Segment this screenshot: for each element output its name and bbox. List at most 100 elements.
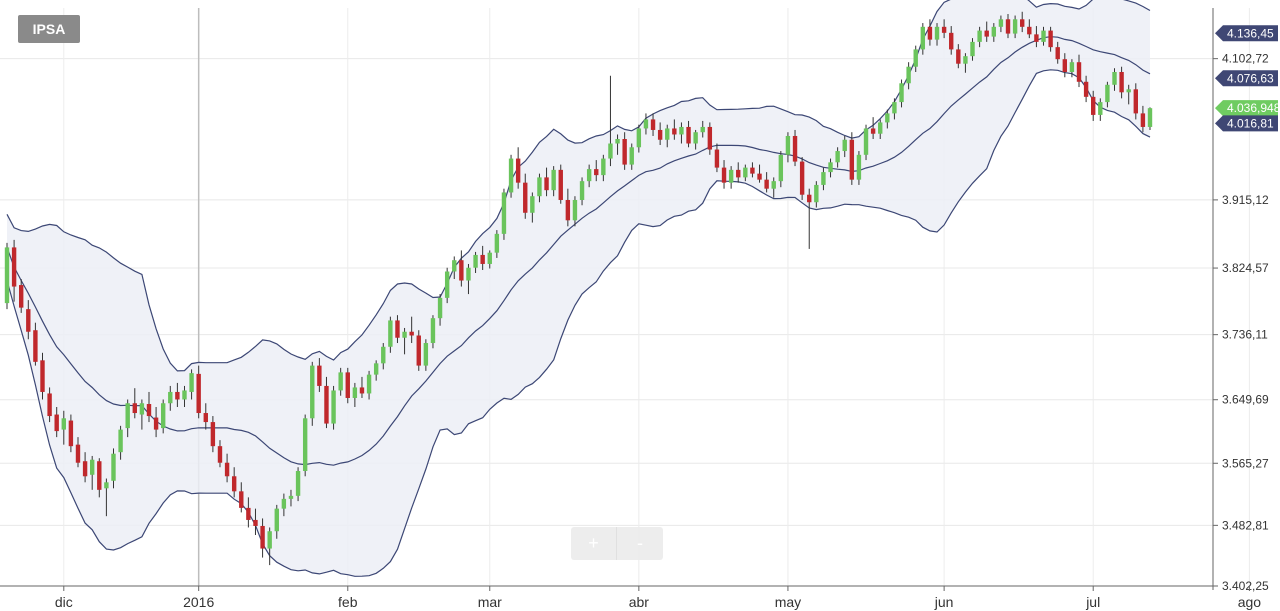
- price-tag: 4.016,81: [1215, 115, 1278, 132]
- y-axis: 3.402,25 3.482,81 3.565,27 3.649,69 3.736,11…: [1212, 8, 1269, 593]
- candle-body: [217, 446, 223, 463]
- candle: [785, 132, 791, 163]
- candle: [1076, 54, 1082, 88]
- candle: [395, 315, 400, 344]
- candle: [68, 414, 74, 453]
- candle: [246, 497, 251, 528]
- candle: [544, 167, 549, 197]
- candle-body: [480, 254, 485, 264]
- candle-body: [139, 403, 145, 415]
- x-tick-label: dic: [55, 594, 73, 610]
- candle-body: [991, 26, 997, 37]
- candle-body: [856, 154, 862, 180]
- candle-body: [75, 444, 81, 463]
- candle-body: [714, 149, 720, 168]
- candle: [650, 113, 656, 136]
- price-tag-shape: [1215, 115, 1278, 132]
- candle-body: [892, 102, 897, 114]
- candle-body: [530, 196, 535, 213]
- candle-body: [707, 126, 713, 150]
- candle: [984, 21, 989, 42]
- candle-body: [579, 181, 585, 200]
- candle-body: [473, 254, 478, 268]
- candle: [1133, 83, 1138, 120]
- candle-body: [54, 414, 59, 432]
- candle-body: [771, 181, 776, 189]
- candle: [565, 188, 571, 227]
- symbol-badge[interactable]: IPSA: [18, 15, 80, 43]
- candle-body: [423, 343, 429, 366]
- candle: [878, 119, 883, 139]
- upper-band-line: [6, 0, 1151, 372]
- candle: [104, 478, 109, 517]
- candle: [736, 162, 741, 183]
- candle: [672, 119, 677, 140]
- candle-body: [551, 169, 556, 191]
- candle-body: [849, 139, 855, 180]
- candle-body: [1140, 113, 1146, 127]
- candle: [643, 113, 649, 135]
- candle-body: [1048, 30, 1053, 48]
- candle: [125, 399, 130, 438]
- candle: [856, 151, 862, 185]
- candle-body: [359, 387, 365, 394]
- candle-body: [402, 331, 407, 338]
- y-tick-label: 3.402,25: [1222, 579, 1269, 593]
- candle-body: [1027, 26, 1032, 35]
- candle-body: [750, 167, 755, 174]
- candle: [970, 38, 975, 61]
- candle: [11, 239, 17, 302]
- candlesticks: [4, 11, 1153, 566]
- candle: [927, 19, 933, 46]
- lower-band-line: [6, 69, 1151, 577]
- candle: [210, 416, 216, 453]
- candle-body: [189, 373, 194, 392]
- candle-body: [1119, 71, 1124, 93]
- candle-body: [807, 194, 812, 203]
- candle: [1098, 98, 1103, 121]
- candle-body: [665, 128, 670, 140]
- candle-body: [366, 374, 372, 394]
- candle-body: [160, 403, 166, 429]
- candle: [1048, 26, 1053, 52]
- candle: [1119, 66, 1124, 99]
- candle-body: [281, 498, 287, 509]
- candle-body: [1012, 19, 1018, 34]
- candle-body: [835, 151, 840, 163]
- candle-body: [494, 233, 500, 253]
- candle: [707, 122, 713, 155]
- zoom-out-button[interactable]: -: [637, 533, 643, 553]
- candle-body: [1091, 96, 1096, 115]
- candle: [537, 173, 542, 203]
- candle-body: [686, 126, 691, 144]
- candle-body: [934, 26, 940, 40]
- candle: [594, 160, 599, 182]
- candle-body: [324, 385, 329, 424]
- candle: [224, 453, 230, 483]
- candle: [381, 343, 386, 370]
- candle: [1069, 59, 1075, 78]
- candle-body: [253, 519, 258, 526]
- zoom-in-button[interactable]: +: [571, 527, 617, 560]
- candle: [934, 23, 940, 46]
- candle: [231, 467, 237, 498]
- candle: [657, 122, 663, 146]
- candle: [956, 44, 961, 69]
- candle: [665, 124, 670, 148]
- candle: [870, 117, 876, 139]
- candle: [1091, 90, 1096, 121]
- candle-body: [700, 126, 705, 133]
- candle: [402, 327, 407, 355]
- candle: [388, 316, 393, 353]
- candle-body: [799, 161, 805, 195]
- candle-body: [409, 331, 414, 336]
- price-tag: 4.076,63: [1215, 70, 1278, 87]
- candle: [814, 181, 819, 208]
- candle-body: [821, 172, 826, 185]
- candle: [1112, 68, 1117, 91]
- candle-body: [338, 372, 343, 391]
- candle: [33, 322, 38, 366]
- y-tick-label: 3.736,11: [1222, 328, 1268, 342]
- candle: [501, 188, 507, 240]
- candle: [551, 166, 556, 197]
